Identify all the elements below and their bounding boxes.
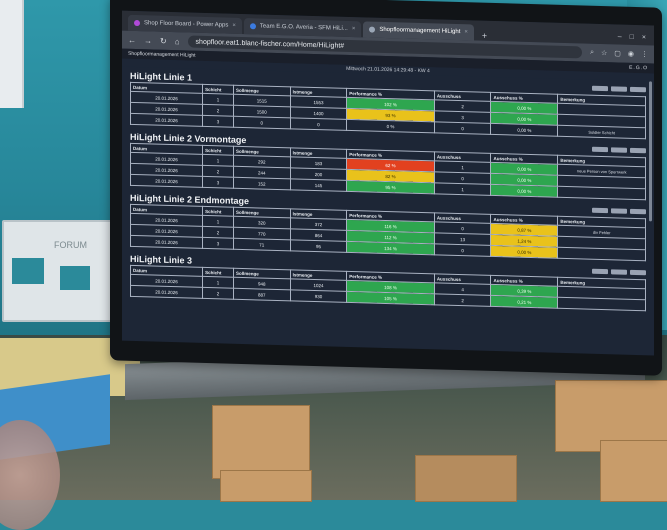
- section-action-button[interactable]: [611, 208, 627, 214]
- wall-monitor: Shop Floor Board - Power Apps × Team E.G.…: [110, 0, 662, 376]
- line-section: HiLight Linie 2 Endmontage Datum Schicht So…: [130, 191, 646, 261]
- cell-shift: 3: [202, 237, 234, 250]
- cell-note: [557, 297, 646, 311]
- close-window-icon[interactable]: ×: [641, 34, 646, 42]
- line-section: HiLight Linie 3 Datum Schicht Sollmenge Istm…: [130, 252, 646, 311]
- section-action-button[interactable]: [592, 268, 608, 275]
- tab-power-apps[interactable]: Shop Floor Board - Power Apps ×: [128, 14, 242, 34]
- ego-logo: E.G.O: [629, 64, 648, 72]
- cell-date: 20.01.2026: [130, 113, 203, 127]
- cell-aus-pct: 0,00 %: [490, 123, 558, 137]
- line-section: HiLight Linie 1 Datum Schicht Sollmenge Istm…: [130, 69, 646, 139]
- cell-note: Soldier Schicht: [557, 125, 646, 139]
- section-action-button[interactable]: [592, 207, 608, 214]
- section-action-button[interactable]: [592, 85, 608, 92]
- section-action-button[interactable]: [611, 269, 627, 275]
- holder-label: FORUM: [54, 240, 87, 250]
- cell-aus: 1: [434, 182, 491, 196]
- cell-ist: 930: [290, 289, 347, 303]
- wall-document-holder: FORUM: [2, 220, 114, 322]
- section-action-button[interactable]: [611, 147, 627, 153]
- tab-teams[interactable]: Team E.G.O. Averia - SFM HiLi... ×: [243, 18, 362, 38]
- reload-icon[interactable]: ↻: [160, 36, 167, 46]
- cardboard-box: [415, 455, 517, 502]
- menu-icon[interactable]: ⋮: [641, 51, 648, 59]
- cell-shift: 2: [202, 226, 234, 239]
- cardboard-box: [220, 470, 312, 502]
- cell-perf: 105 %: [346, 291, 435, 305]
- section-action-button[interactable]: [592, 146, 608, 153]
- section-action-button[interactable]: [630, 86, 646, 93]
- minimize-icon[interactable]: –: [617, 33, 622, 41]
- close-icon[interactable]: ×: [232, 22, 236, 29]
- cardboard-box: [600, 440, 667, 502]
- toolbar-icons: ⌕ ☆ ▢ ◉ ⋮: [590, 49, 648, 59]
- section-title: HiLight Linie 3: [130, 253, 192, 266]
- cell-aus-pct: 0,21 %: [490, 295, 558, 309]
- app-title: Shopfloormanagement HiLight: [128, 50, 196, 59]
- page-icon: [369, 26, 376, 33]
- cell-soll: 0: [233, 116, 291, 129]
- scrollbar[interactable]: [649, 81, 652, 222]
- line-section: HiLight Linie 2 Vormontage Datum Schicht So…: [130, 130, 646, 200]
- cell-soll: 152: [233, 177, 291, 190]
- cell-date: 20.01.2026: [130, 285, 203, 299]
- cell-shift: 1: [202, 215, 234, 228]
- cell-shift: 2: [202, 104, 234, 117]
- search-icon[interactable]: ⌕: [590, 48, 594, 56]
- home-icon[interactable]: ⌂: [174, 36, 180, 46]
- section-action-button[interactable]: [630, 269, 646, 276]
- cell-note: [557, 247, 646, 261]
- paper-on-wall: [0, 0, 24, 108]
- teams-icon: [249, 23, 256, 30]
- profile-icon[interactable]: ◉: [627, 50, 634, 58]
- tab-shopfloor[interactable]: Shopfloormanagement HiLight ×: [363, 21, 474, 41]
- cell-aus: 2: [434, 293, 491, 307]
- cell-shift: 2: [202, 165, 234, 178]
- close-icon[interactable]: ×: [464, 29, 468, 36]
- cardboard-box: [212, 405, 310, 479]
- cell-shift: 3: [202, 115, 234, 128]
- cell-shift: 1: [202, 93, 234, 106]
- cell-shift: 3: [202, 176, 234, 189]
- section-action-button[interactable]: [630, 147, 646, 154]
- cell-ist: 95: [290, 239, 347, 253]
- cell-perf: 0 %: [346, 119, 435, 133]
- section-action-button[interactable]: [630, 208, 646, 215]
- cell-ist: 0: [290, 117, 347, 131]
- forward-icon[interactable]: →: [144, 35, 152, 45]
- section-action-button[interactable]: [611, 86, 627, 92]
- cell-aus-pct: 0,00 %: [490, 184, 558, 198]
- cell-date: 20.01.2026: [130, 174, 203, 188]
- cell-shift: 1: [202, 276, 234, 289]
- section-title: HiLight Linie 1: [130, 70, 192, 83]
- cell-perf: 95 %: [346, 180, 435, 194]
- close-icon[interactable]: ×: [351, 26, 356, 33]
- cell-shift: 1: [202, 154, 234, 167]
- cell-aus: 0: [434, 243, 491, 257]
- back-icon[interactable]: ←: [128, 35, 136, 45]
- maximize-icon[interactable]: □: [629, 33, 634, 41]
- new-tab-icon[interactable]: +: [481, 30, 488, 41]
- window-controls: – □ ×: [618, 33, 654, 45]
- cell-date: 20.01.2026: [130, 235, 203, 249]
- browser-window: Shop Floor Board - Power Apps × Team E.G.…: [122, 10, 654, 356]
- cell-perf: 134 %: [346, 241, 435, 255]
- dashboard-content: HiLight Linie 1 Datum Schicht Sollmenge Istm…: [122, 67, 654, 312]
- power-apps-icon: [134, 19, 140, 27]
- cell-note: [557, 186, 646, 200]
- star-icon[interactable]: ☆: [600, 50, 608, 58]
- cell-soll: 887: [233, 288, 291, 301]
- extensions-icon[interactable]: ▢: [614, 50, 621, 58]
- cell-soll: 71: [233, 238, 291, 251]
- cell-aus-pct: 0,00 %: [490, 245, 558, 259]
- cell-shift: 2: [202, 287, 234, 300]
- cell-ist: 145: [290, 178, 347, 192]
- cell-aus: 0: [434, 121, 491, 135]
